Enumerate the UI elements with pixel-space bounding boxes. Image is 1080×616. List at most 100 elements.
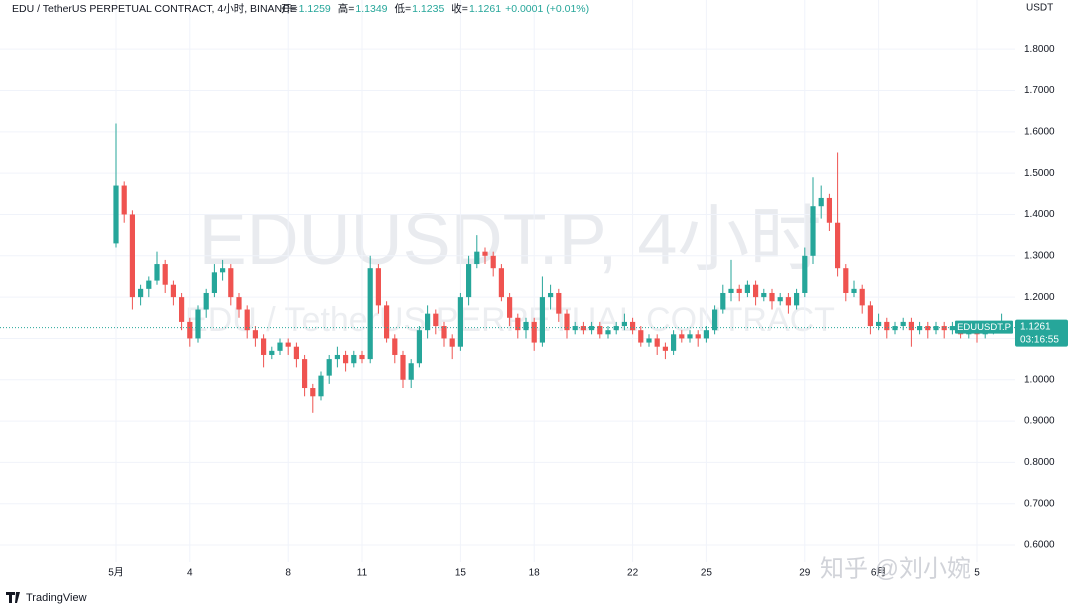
candle-body (556, 292, 562, 314)
y-tick-label: 1.3000 (1024, 250, 1055, 261)
y-tick-label: 0.7000 (1024, 498, 1055, 509)
candle-body (433, 313, 439, 327)
x-tick-label: 29 (799, 568, 811, 579)
candle-body (884, 321, 890, 331)
candle-body (859, 288, 865, 306)
candle-body (900, 321, 906, 327)
candle-body (220, 268, 226, 273)
logo-text: TradingView (26, 592, 87, 604)
x-tick-label: 22 (627, 568, 639, 579)
candle-body (269, 350, 275, 355)
candle-body (187, 321, 193, 339)
candle-body (244, 309, 250, 331)
candle-body (679, 334, 685, 339)
logo-icon (6, 592, 20, 603)
candle-body (818, 197, 824, 207)
x-tick-label: 8 (285, 568, 291, 579)
ohlc-value: 1.1259 (299, 3, 331, 15)
ohlc-label: 低= (395, 2, 412, 15)
candle-body (531, 321, 537, 343)
candle-body (343, 354, 349, 364)
candle-body (277, 342, 283, 351)
y-tick-label: 1.6000 (1024, 126, 1055, 137)
x-tick-label: 25 (701, 568, 713, 579)
candle-body (671, 334, 677, 351)
candle-body (769, 292, 775, 302)
candle-body (949, 326, 955, 331)
y-tick-label: 1.8000 (1024, 44, 1055, 55)
price-tag-countdown: 03:16:55 (1020, 334, 1059, 345)
symbol-tag (955, 320, 1013, 334)
candle-body (720, 292, 726, 310)
ohlc-label: 收= (451, 2, 468, 15)
y-tick-label: 0.8000 (1024, 457, 1055, 468)
candle-body (826, 197, 832, 223)
candle-body (318, 375, 324, 397)
candle-body (941, 326, 947, 331)
candle-body (261, 338, 267, 355)
candle-body (359, 354, 365, 360)
candle-body (638, 330, 644, 343)
x-tick-label: 11 (357, 568, 368, 579)
candle-body (367, 268, 373, 360)
x-tick-label: 18 (529, 568, 541, 579)
candle-body (539, 297, 545, 343)
candle-body (211, 272, 217, 293)
candle-body (179, 297, 185, 322)
candle-body (662, 346, 668, 351)
y-tick-label: 1.5000 (1024, 168, 1055, 179)
candle-body (703, 330, 709, 339)
candle-body (482, 251, 488, 256)
candle-body (785, 297, 791, 306)
candle-body (400, 354, 406, 380)
candle-body (121, 185, 127, 215)
candle-body (802, 255, 808, 293)
watermark-main: EDUUSDT.P, 4小时 (199, 200, 822, 280)
symbol-tag-text: EDUUSDT.P (957, 322, 1011, 333)
candle-body (515, 317, 521, 331)
candle-body (908, 321, 914, 331)
candle-body (712, 309, 718, 331)
candle-body (375, 268, 381, 306)
candle-body (154, 264, 160, 281)
candle-body (384, 305, 390, 339)
candle-body (449, 338, 455, 347)
candle-body (810, 206, 816, 256)
candle-body (753, 284, 759, 298)
y-tick-label: 1.4000 (1024, 209, 1055, 220)
candle-body (867, 305, 873, 327)
y-tick-label: 1.0000 (1024, 374, 1055, 385)
candle-body (490, 255, 496, 269)
candle-body (605, 330, 611, 335)
candle-body (146, 280, 152, 289)
price-tag-value: 1.1261 (1020, 321, 1051, 332)
candle-body (474, 251, 480, 265)
y-tick-label: 1.7000 (1024, 85, 1055, 96)
candle-body (425, 313, 431, 331)
axis-unit: USDT (1026, 3, 1053, 14)
candle-body (113, 185, 119, 244)
candle-body (876, 321, 882, 327)
candle-body (851, 288, 857, 293)
ohlc-label: 高= (338, 2, 355, 15)
candle-body (695, 334, 701, 339)
candle-body (416, 330, 422, 364)
candle-body (138, 288, 144, 298)
candle-body (392, 338, 398, 355)
candle-body (744, 284, 750, 293)
x-tick-label: 5 (974, 568, 980, 579)
candle-body (613, 326, 619, 331)
candle-body (408, 363, 414, 380)
x-tick-label: 5月 (108, 567, 124, 579)
candle-body (572, 326, 578, 331)
candle-body (548, 292, 554, 298)
candle-body (203, 292, 209, 310)
candle-body (498, 268, 504, 298)
logo: TradingView (6, 592, 87, 604)
x-tick-label: 4 (187, 568, 193, 579)
overlay: EDUUSDT.P 1.1261 03:16:55 (0, 319, 1068, 347)
candle-body (457, 297, 463, 347)
candle-body (228, 268, 234, 298)
candle-body (917, 326, 923, 331)
